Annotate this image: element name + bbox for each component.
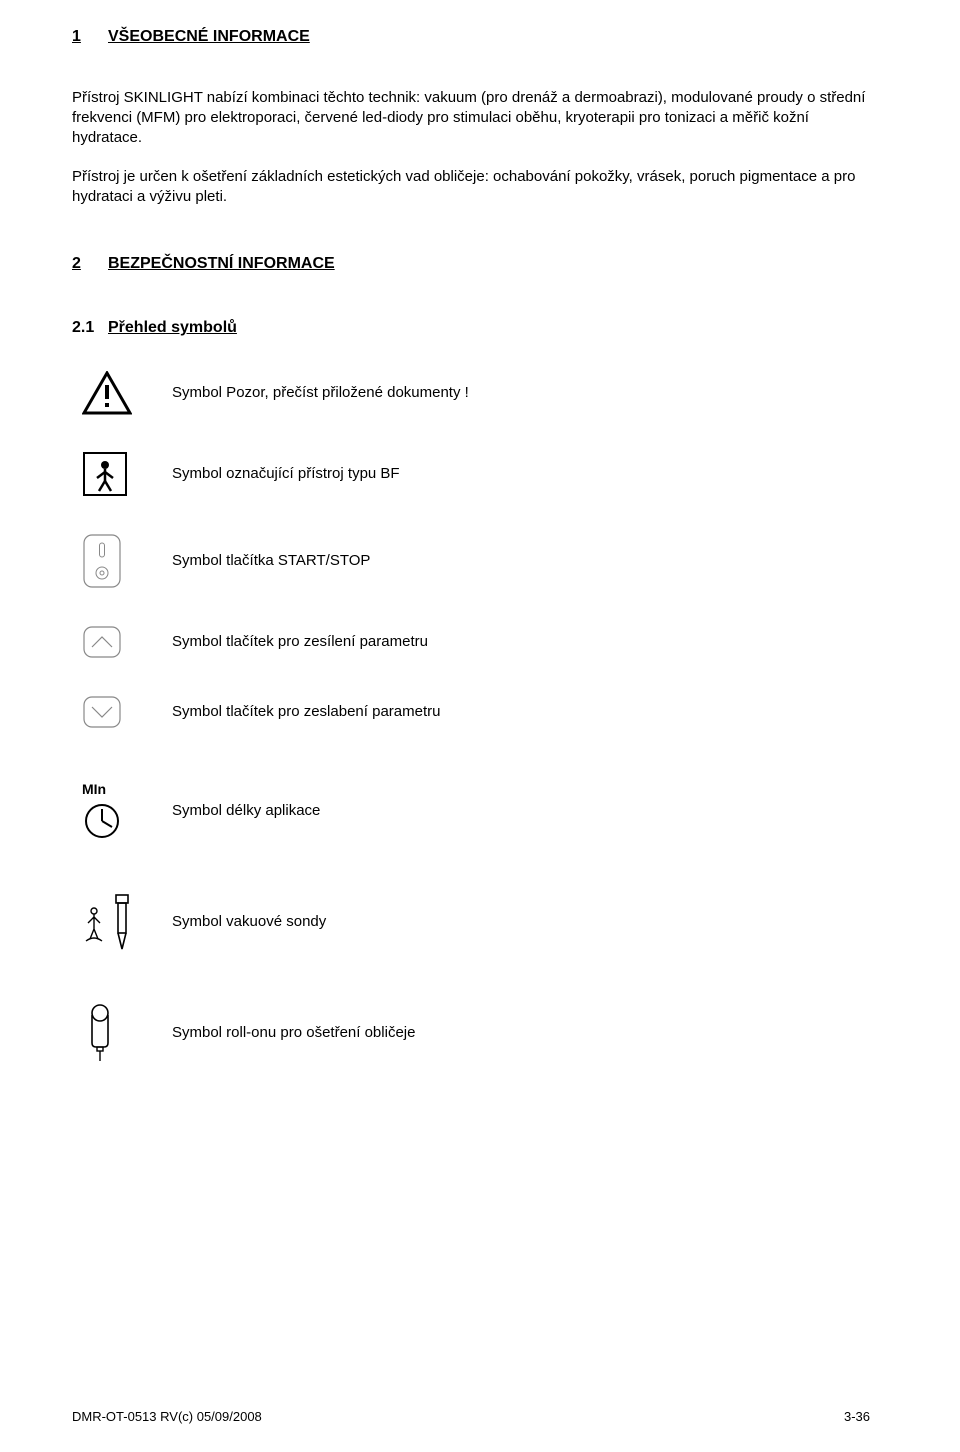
symbol-label: Symbol Pozor, přečíst přiložené dokument…: [172, 383, 469, 403]
symbol-label: Symbol tlačítka START/STOP: [172, 551, 370, 571]
symbol-row-start-stop: Symbol tlačítka START/STOP: [82, 533, 870, 589]
roll-on-icon: [82, 1003, 172, 1063]
page-footer: DMR-OT-0513 RV(c) 05/09/2008 3-36: [72, 1409, 870, 1424]
symbol-row-increase: Symbol tlačítek pro zesílení parametru: [82, 625, 870, 659]
section1-title: VŠEOBECNÉ INFORMACE: [108, 28, 310, 45]
symbol-label: Symbol označující přístroj typu BF: [172, 464, 400, 484]
increase-icon: [82, 625, 172, 659]
footer-left: DMR-OT-0513 RV(c) 05/09/2008: [72, 1409, 262, 1424]
symbol-label: Symbol vakuové sondy: [172, 912, 326, 932]
duration-icon: MIn: [82, 781, 172, 841]
section2-title: BEZPEČNOSTNÍ INFORMACE: [108, 255, 335, 272]
symbol-label: Symbol délky aplikace: [172, 801, 320, 821]
decrease-icon: [82, 695, 172, 729]
section2-heading: 2BEZPEČNOSTNÍ INFORMACE: [72, 255, 870, 273]
symbol-row-type-bf: Symbol označující přístroj typu BF: [82, 451, 870, 497]
symbol-row-vacuum-probe: Symbol vakuové sondy: [82, 893, 870, 951]
symbol-row-decrease: Symbol tlačítek pro zeslabení parametru: [82, 695, 870, 729]
section2-sub-title: Přehled symbolů: [108, 319, 237, 336]
section2-sub-num: 2.1: [72, 319, 108, 337]
footer-right: 3-36: [844, 1409, 870, 1424]
page: 1VŠEOBECNÉ INFORMACE Přístroj SKINLIGHT …: [0, 0, 960, 1452]
symbol-label: Symbol tlačítek pro zesílení parametru: [172, 632, 428, 652]
section2-num: 2: [72, 255, 108, 273]
vacuum-probe-icon: [82, 893, 172, 951]
symbol-label: Symbol roll-onu pro ošetření obličeje: [172, 1023, 415, 1043]
section1-para1: Přístroj SKINLIGHT nabízí kombinaci těch…: [72, 88, 870, 147]
type-bf-icon: [82, 451, 172, 497]
symbol-row-caution: Symbol Pozor, přečíst přiložené dokument…: [82, 371, 870, 415]
section2-sub-heading: 2.1Přehled symbolů: [72, 319, 870, 337]
start-stop-icon: [82, 533, 172, 589]
symbol-list: Symbol Pozor, přečíst přiložené dokument…: [82, 371, 870, 1063]
duration-min-label: MIn: [82, 781, 106, 797]
symbol-label: Symbol tlačítek pro zeslabení parametru: [172, 702, 440, 722]
symbol-row-duration: MIn Symbol délky aplikace: [82, 781, 870, 841]
section1-para2: Přístroj je určen k ošetření základních …: [72, 167, 870, 207]
symbol-row-roll-on: Symbol roll-onu pro ošetření obličeje: [82, 1003, 870, 1063]
section1-heading: 1VŠEOBECNÉ INFORMACE: [72, 28, 870, 46]
caution-icon: [82, 371, 172, 415]
section1-num: 1: [72, 28, 108, 46]
